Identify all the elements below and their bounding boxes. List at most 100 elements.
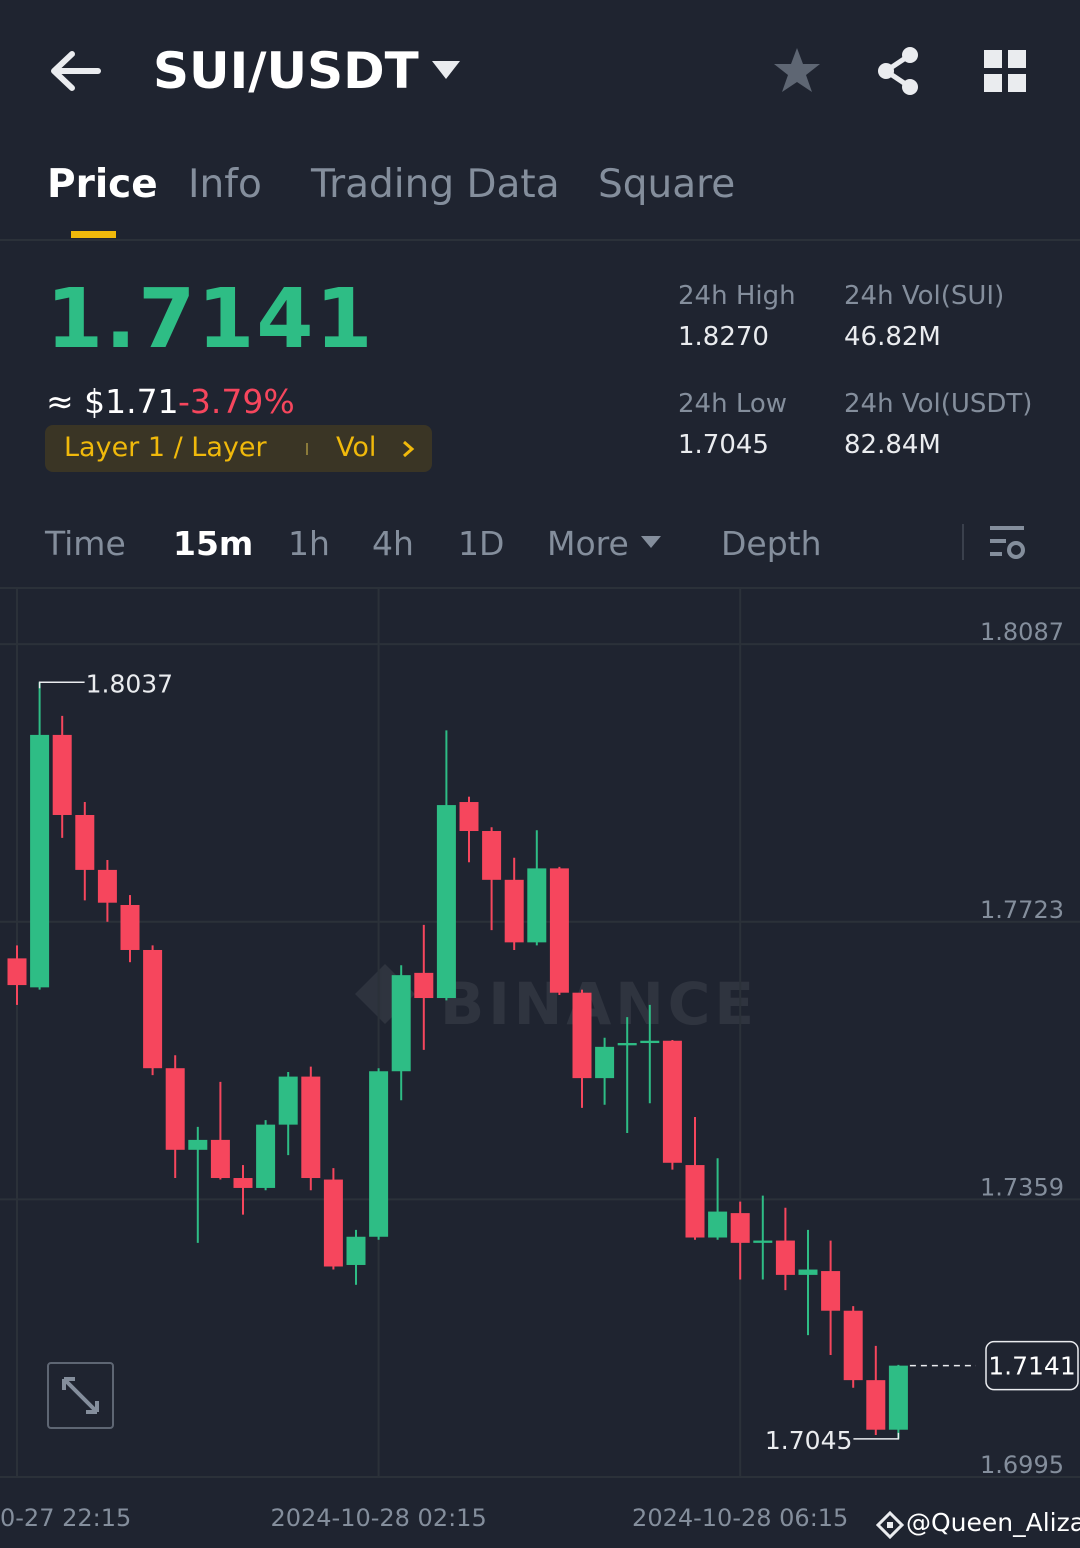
candle-body bbox=[120, 904, 140, 950]
tag-link[interactable]: Vol bbox=[336, 432, 377, 463]
stat-value: 82.84M bbox=[844, 430, 941, 460]
credit: @Queen_Aliza bbox=[906, 1508, 1080, 1537]
candle-body bbox=[888, 1365, 908, 1430]
candle-body bbox=[617, 1043, 637, 1046]
candle-body bbox=[369, 1071, 389, 1237]
candle-body bbox=[595, 1046, 615, 1079]
candle-body bbox=[459, 802, 479, 832]
candle-body bbox=[708, 1211, 728, 1238]
y-tick-label: 1.7723 bbox=[980, 896, 1064, 924]
share-button[interactable] bbox=[874, 46, 924, 96]
last-price-tag bbox=[985, 1340, 1079, 1391]
interval[interactable]: 1D bbox=[458, 524, 505, 563]
fullscreen-button[interactable] bbox=[47, 1362, 114, 1429]
interval[interactable]: 15m bbox=[173, 524, 254, 563]
stat-value: 1.8270 bbox=[678, 322, 769, 352]
y-tick-label: 1.6995 bbox=[980, 1451, 1064, 1479]
candle-body bbox=[97, 869, 117, 903]
x-tick-label: 2024-10-28 06:15 bbox=[632, 1504, 848, 1532]
candle-body bbox=[798, 1269, 818, 1275]
candle-body bbox=[233, 1178, 253, 1188]
candlestick-chart: BINANCE 1.6995 1.7359 1.7723 1.8087 0-27 22:1… bbox=[0, 589, 1080, 1532]
y-tick-label: 1.7359 bbox=[980, 1173, 1064, 1201]
candle-body bbox=[843, 1310, 863, 1381]
tab[interactable]: Trading Data bbox=[311, 162, 560, 207]
chart-settings[interactable] bbox=[988, 524, 1028, 564]
candle-body bbox=[821, 1271, 841, 1311]
candle-body bbox=[75, 814, 95, 870]
favorite-star[interactable] bbox=[772, 46, 822, 96]
tab[interactable]: Price bbox=[47, 162, 158, 207]
min-label: 1.7045 bbox=[765, 1426, 852, 1455]
max-pointer bbox=[38, 681, 85, 689]
tab-indicator bbox=[71, 231, 116, 238]
stat-label: 24h Vol(SUI) bbox=[844, 281, 1005, 311]
stat-label: 24h Low bbox=[678, 389, 788, 419]
candle-body bbox=[504, 879, 524, 943]
watermark-text: BINANCE bbox=[440, 970, 758, 1038]
candle-body bbox=[482, 831, 502, 880]
candle-body bbox=[662, 1040, 682, 1163]
candle-body bbox=[301, 1076, 321, 1179]
candle-body bbox=[323, 1179, 343, 1267]
candle-body bbox=[52, 734, 72, 815]
price-change: -3.79% bbox=[178, 382, 295, 421]
interval[interactable]: 4h bbox=[372, 524, 414, 563]
stat-label: 24h High bbox=[678, 281, 796, 311]
divider bbox=[0, 239, 1080, 241]
x-tick-label: 2024-10-28 02:15 bbox=[270, 1504, 486, 1532]
candle-body bbox=[414, 972, 434, 999]
min-pointer bbox=[853, 1432, 900, 1440]
candle-body bbox=[549, 868, 569, 993]
logo bbox=[876, 1511, 904, 1539]
layout-button[interactable] bbox=[984, 50, 1028, 94]
stat-value: 1.7045 bbox=[678, 430, 769, 460]
fullscreen-frame bbox=[47, 1362, 114, 1429]
last-price-label: 1.7141 bbox=[988, 1352, 1075, 1381]
candle-body bbox=[210, 1139, 230, 1179]
last-price: 1.7141 bbox=[46, 272, 375, 367]
candle-body bbox=[391, 975, 411, 1072]
interval[interactable]: 1h bbox=[288, 524, 330, 563]
candle-body bbox=[346, 1236, 366, 1265]
x-tick-label: 0-27 22:15 bbox=[0, 1504, 131, 1532]
tag-label[interactable]: Layer 1 / Layer bbox=[64, 432, 267, 463]
candle-body bbox=[256, 1124, 276, 1188]
candle-body bbox=[685, 1165, 705, 1238]
more-caret bbox=[641, 536, 661, 548]
stat-label: 24h Vol(USDT) bbox=[844, 389, 1033, 419]
back-button[interactable] bbox=[48, 48, 102, 94]
tab[interactable]: Square bbox=[598, 162, 736, 207]
divider bbox=[0, 587, 1080, 589]
interval[interactable]: Time bbox=[45, 524, 126, 563]
candle-body bbox=[436, 805, 456, 999]
chevron bbox=[403, 440, 415, 458]
interval[interactable]: Depth bbox=[721, 524, 822, 563]
candle-body bbox=[165, 1068, 185, 1150]
candle-body bbox=[143, 949, 163, 1069]
fullscreen-icon bbox=[62, 1377, 99, 1414]
pair-dropdown[interactable] bbox=[430, 58, 462, 82]
candle-body bbox=[278, 1076, 298, 1125]
tab[interactable]: Info bbox=[188, 162, 262, 207]
candle-body bbox=[640, 1040, 660, 1044]
candle-body bbox=[527, 868, 547, 943]
max-label: 1.8037 bbox=[86, 669, 173, 698]
interval[interactable]: More bbox=[547, 524, 629, 563]
candle-body bbox=[753, 1240, 773, 1243]
tag-box[interactable] bbox=[45, 425, 432, 472]
pair-title[interactable]: SUI/USDT bbox=[153, 42, 419, 100]
tag-separator bbox=[306, 443, 308, 455]
candle-body bbox=[188, 1139, 208, 1150]
candle-body bbox=[30, 734, 50, 988]
candle-body bbox=[7, 958, 27, 986]
y-tick-label: 1.8087 bbox=[980, 618, 1064, 646]
candle-body bbox=[730, 1213, 750, 1243]
candle-body bbox=[775, 1240, 795, 1275]
candle-body bbox=[572, 992, 592, 1079]
candle-body bbox=[866, 1380, 886, 1430]
stat-value: 46.82M bbox=[844, 322, 941, 352]
fiat-price: ≈ $1.71 bbox=[46, 382, 179, 421]
divider bbox=[962, 524, 964, 560]
